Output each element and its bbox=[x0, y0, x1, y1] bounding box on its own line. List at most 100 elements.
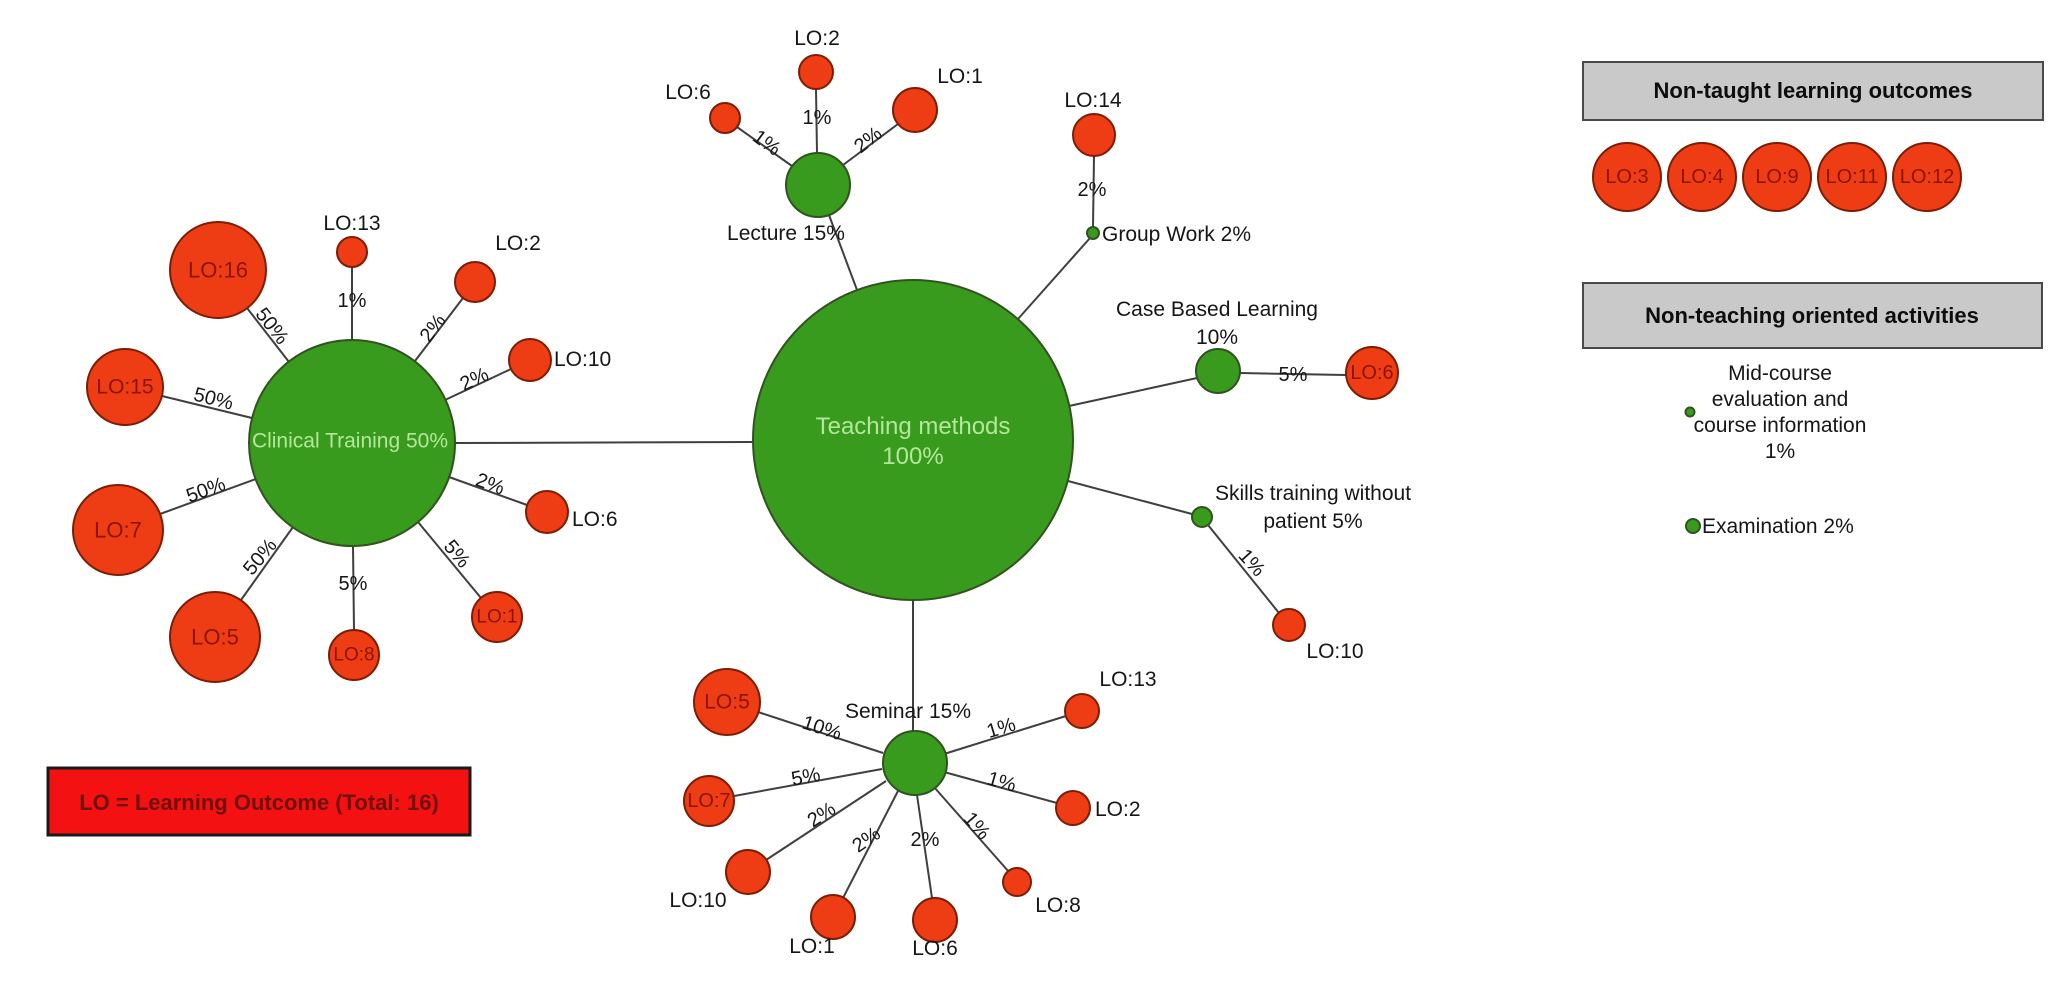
seminar-lo6-pct: 2% bbox=[911, 829, 940, 851]
seminar-lo7-pct: 5% bbox=[790, 764, 823, 791]
node-groupwork-lo14 bbox=[1072, 113, 1116, 157]
clinical-lo1-pct: 5% bbox=[439, 536, 475, 572]
seminar-lo8-label: LO:8 bbox=[1035, 894, 1081, 917]
edge-seminar-lo7 bbox=[733, 768, 883, 797]
node-clinical-lo2 bbox=[454, 261, 496, 303]
seminar-lo2-label: LO:2 bbox=[1095, 798, 1141, 821]
node-seminar-lo10 bbox=[725, 849, 771, 895]
lecture-lo1-label: LO:1 bbox=[937, 65, 983, 88]
seminar-lo1-label: LO:1 bbox=[789, 935, 835, 958]
node-skills-lo10 bbox=[1272, 608, 1306, 642]
clinical-lo1-label: LO:1 bbox=[476, 607, 517, 628]
edge-teaching-case-based bbox=[1068, 377, 1198, 407]
clinical-lo7-pct: 50% bbox=[183, 473, 228, 507]
edges-teaching-methods bbox=[454, 214, 1198, 731]
legend-text: LO = Learning Outcome (Total: 16) bbox=[79, 790, 439, 815]
edge-seminar-lo8 bbox=[933, 786, 1010, 873]
nontaught-lo4-label: LO:4 bbox=[1680, 166, 1723, 188]
node-case-based-learning bbox=[1195, 348, 1241, 394]
node-clinical-lo7 bbox=[72, 484, 164, 576]
groupwork-lo14-label: LO:14 bbox=[1064, 89, 1122, 112]
skills-label-line2: patient 5% bbox=[1263, 510, 1362, 533]
non-teaching-header-title: Non-teaching oriented activities bbox=[1645, 303, 1979, 328]
node-examination bbox=[1685, 518, 1701, 534]
edge-seminar-lo1 bbox=[842, 790, 899, 899]
edge-seminar-lo10 bbox=[765, 780, 887, 861]
edge-seminar-lo5 bbox=[757, 711, 884, 754]
node-lecture-lo1 bbox=[892, 87, 938, 133]
seminar-label: Seminar 15% bbox=[845, 700, 971, 723]
edge-clinical-lo6 bbox=[448, 476, 528, 506]
edge-teaching-skills bbox=[1067, 480, 1193, 515]
edge-clinical-lo15 bbox=[161, 395, 253, 419]
lecture-lo6-pct: 1% bbox=[748, 126, 784, 161]
lecture-lo6-label: LO:6 bbox=[665, 81, 711, 104]
clinical-lo13-pct: 1% bbox=[338, 290, 367, 312]
edge-clinical-lo8 bbox=[352, 545, 355, 631]
groupwork-lo14-pct: 2% bbox=[1078, 179, 1107, 201]
edge-seminar-lo2 bbox=[943, 771, 1058, 804]
clinical-lo2-pct: 2% bbox=[416, 310, 451, 346]
case-based-label: Case Based Learning bbox=[1116, 298, 1318, 321]
seminar-lo5-pct: 10% bbox=[799, 712, 844, 745]
examination-label: Examination 2% bbox=[1702, 515, 1854, 538]
nontaught-lo11-label: LO:11 bbox=[1826, 166, 1879, 188]
seminar-lo8-pct: 1% bbox=[959, 808, 995, 844]
edge-clinical-lo16 bbox=[246, 307, 290, 363]
legend-box bbox=[46, 766, 472, 837]
node-clinical-lo5 bbox=[169, 591, 261, 683]
clinical-lo5-label: LO:5 bbox=[191, 625, 239, 650]
lecture-lo2-label: LO:2 bbox=[794, 27, 840, 50]
node-group-work bbox=[1086, 226, 1100, 240]
node-seminar-lo1 bbox=[810, 894, 856, 940]
edge-clinical-lo1 bbox=[417, 521, 482, 599]
node-nontaught-lo4 bbox=[1667, 142, 1737, 212]
edge-clinical-lo10 bbox=[444, 368, 512, 401]
node-seminar-lo2 bbox=[1055, 790, 1091, 826]
edges-lecture bbox=[736, 88, 899, 167]
clinical-lo13-label: LO:13 bbox=[323, 212, 380, 235]
node-casebased-lo6 bbox=[1345, 346, 1399, 400]
node-teaching-methods bbox=[752, 279, 1074, 601]
edge-teaching-group-work bbox=[1017, 237, 1091, 320]
clinical-lo8-pct: 5% bbox=[339, 573, 368, 595]
edge-seminar-lo6 bbox=[916, 794, 933, 899]
node-clinical-lo1 bbox=[471, 591, 523, 643]
clinical-lo10-label: LO:10 bbox=[554, 348, 611, 371]
node-mid-course-evaluation bbox=[1684, 406, 1696, 418]
casebased-lo6-pct: 5% bbox=[1279, 364, 1308, 386]
node-clinical-lo16 bbox=[169, 221, 267, 319]
node-clinical-lo10 bbox=[508, 338, 552, 382]
edge-lecture-lo1 bbox=[842, 123, 899, 166]
node-lecture bbox=[785, 152, 851, 218]
non-teaching-header-box bbox=[1582, 282, 2043, 349]
node-nontaught-lo3 bbox=[1592, 142, 1662, 212]
edge-seminar-lo13 bbox=[943, 715, 1067, 755]
node-lecture-lo6 bbox=[709, 102, 741, 134]
nontaught-lo9-label: LO:9 bbox=[1755, 166, 1798, 188]
seminar-lo7-label: LO:7 bbox=[687, 790, 730, 812]
non-taught-header-title: Non-taught learning outcomes bbox=[1654, 78, 1973, 103]
node-nontaught-lo9 bbox=[1742, 142, 1812, 212]
node-clinical-lo8 bbox=[328, 629, 380, 681]
seminar-lo6-label: LO:6 bbox=[912, 937, 958, 960]
edges-clinical bbox=[159, 267, 528, 631]
edges-misc bbox=[1092, 155, 1347, 614]
edge-groupwork-lo14 bbox=[1092, 155, 1095, 228]
seminar-lo13-pct: 1% bbox=[984, 713, 1018, 743]
mid-course-line3: course information bbox=[1694, 414, 1867, 437]
seminar-lo10-label: LO:10 bbox=[669, 889, 726, 912]
node-seminar-lo5 bbox=[693, 668, 761, 736]
seminar-lo2-pct: 1% bbox=[985, 768, 1019, 797]
edge-clinical-lo7 bbox=[159, 478, 257, 515]
lecture-lo1-pct: 2% bbox=[850, 123, 886, 158]
edge-lecture-lo2 bbox=[815, 88, 818, 154]
clinical-lo2-label: LO:2 bbox=[495, 232, 541, 255]
edge-lecture-lo6 bbox=[736, 126, 793, 167]
node-nontaught-lo11 bbox=[1817, 142, 1887, 212]
skills-lo10-label: LO:10 bbox=[1306, 640, 1363, 663]
node-skills-training bbox=[1191, 506, 1213, 528]
casebased-lo6-label: LO:6 bbox=[1350, 362, 1393, 384]
edge-clinical-lo5 bbox=[240, 526, 294, 601]
